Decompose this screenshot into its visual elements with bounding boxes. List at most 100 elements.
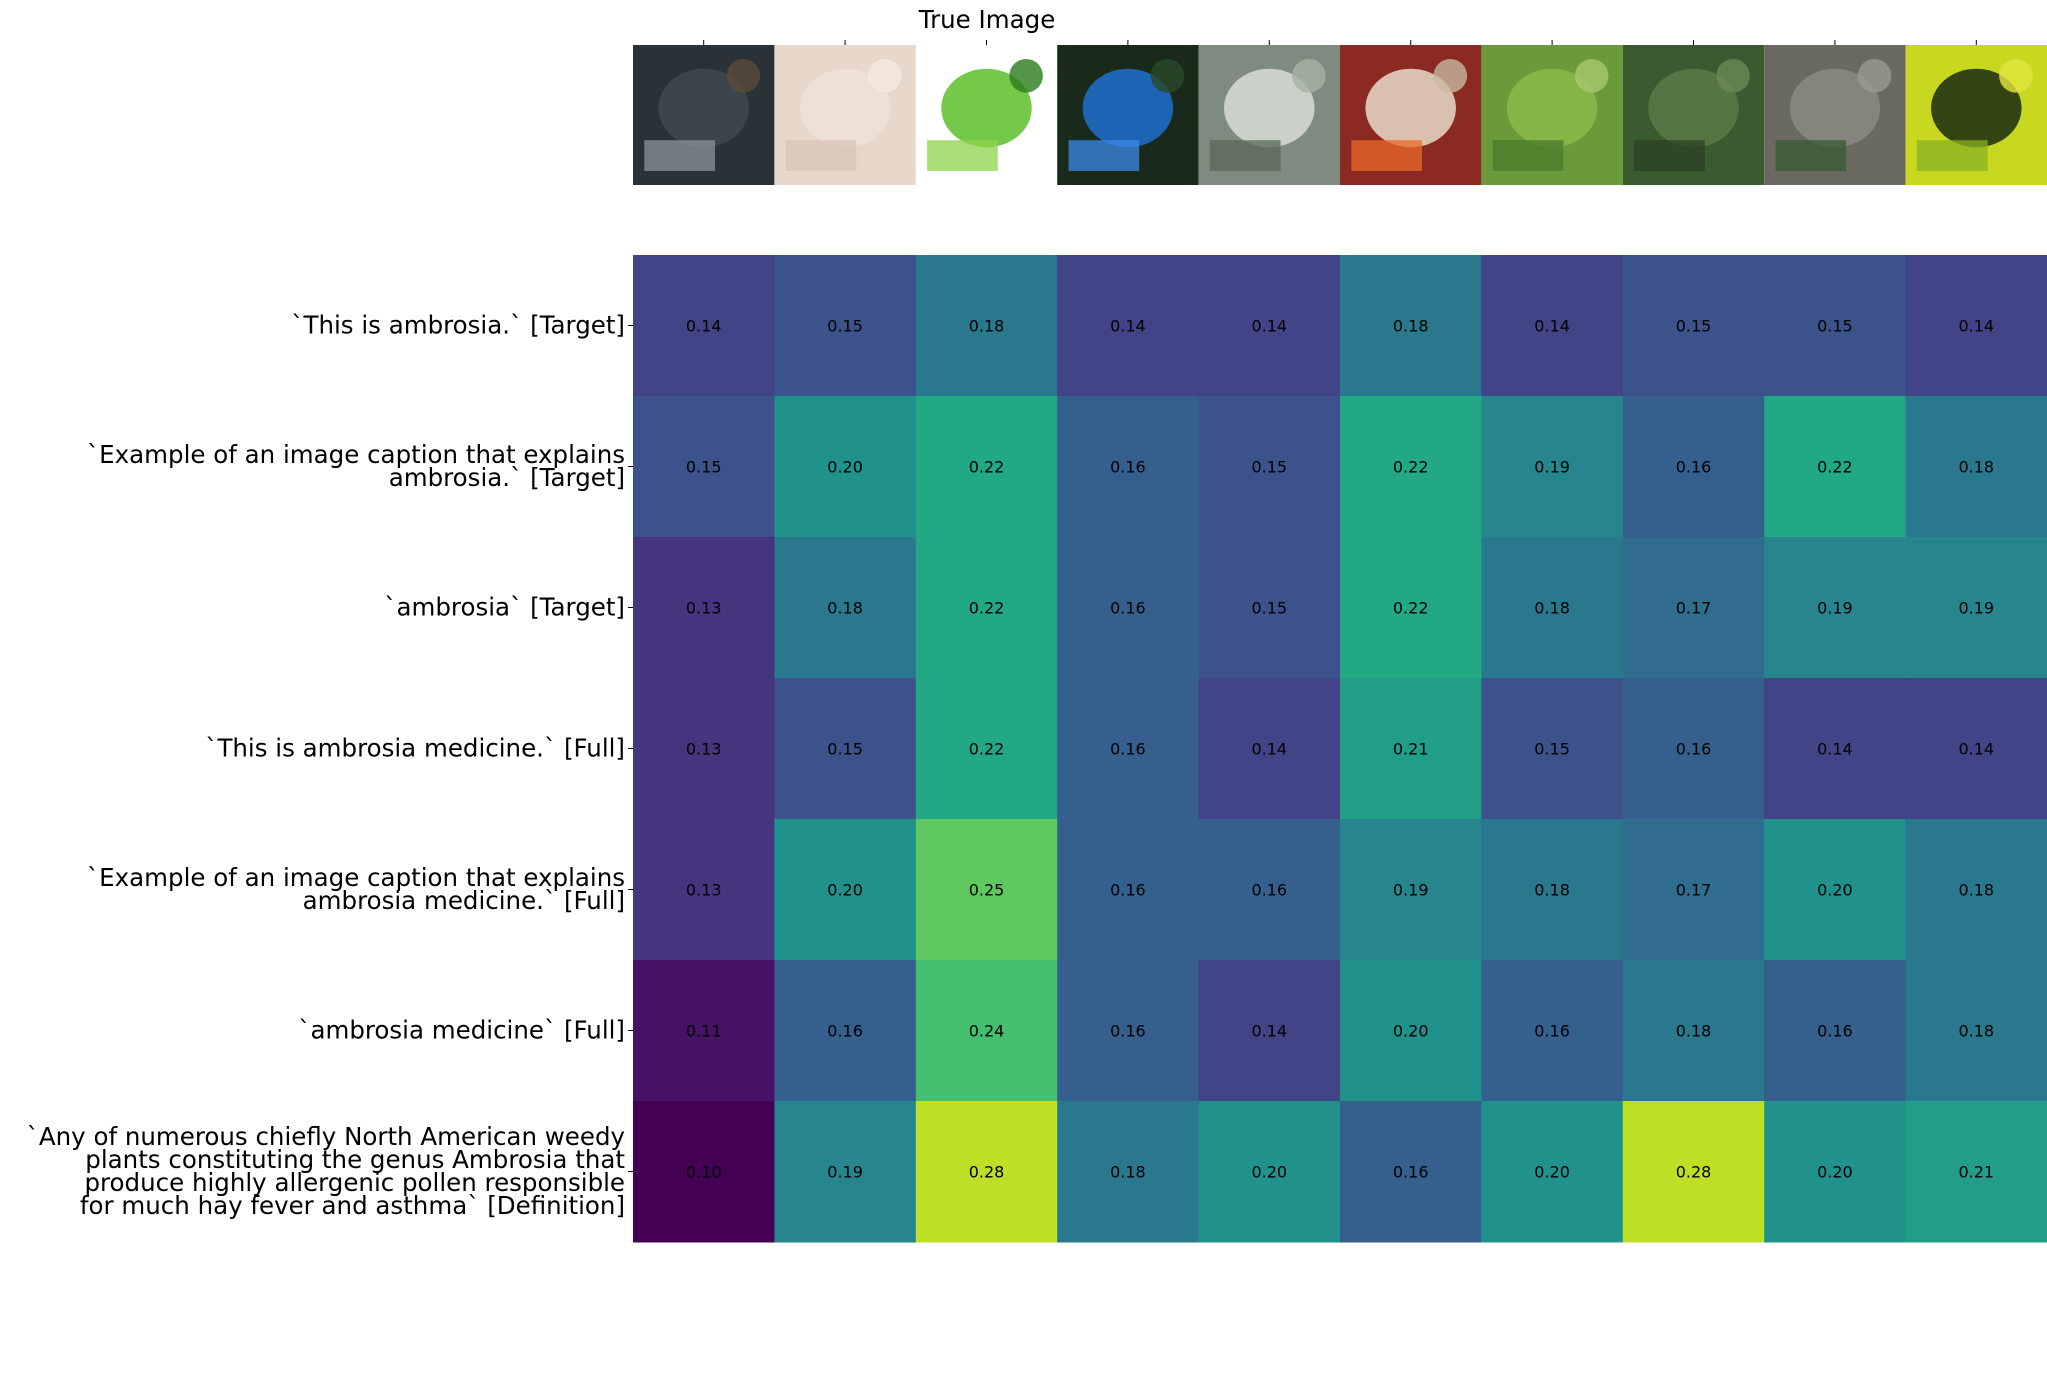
- cell-value-label: 0.14: [1251, 317, 1287, 336]
- cell-value-label: 0.19: [1958, 599, 1994, 618]
- cell-value-label: 0.18: [1958, 1022, 1994, 1041]
- heatmap-cell: [1481, 1101, 1624, 1243]
- cell-value-label: 0.14: [1251, 740, 1287, 759]
- heatmap-cells: 0.14 0.15 0.18 0.14 0.14 0.18 0.14 0.15 0.15 0.14…: [633, 255, 2047, 1243]
- cell-value-label: 0.22: [969, 458, 1005, 477]
- row-label: `Example of an image caption that explai…: [87, 863, 625, 915]
- cell-value-label: 0.14: [686, 317, 722, 336]
- cell-value-label: 0.20: [1393, 1022, 1429, 1041]
- heatmap-cell: [633, 678, 775, 820]
- yellow-green-pinnate-leaves-photo: [1905, 40, 2047, 185]
- cell-value-label: 0.16: [1817, 1022, 1853, 1041]
- heatmap-cell: [774, 1101, 917, 1243]
- heatmap-cell: [633, 396, 775, 538]
- cell-value-label: 0.21: [1393, 740, 1429, 759]
- sturgeon-fish-underwater-photo: [633, 40, 775, 185]
- heatmap-cell: [774, 255, 917, 397]
- heatmap-cell: [1764, 537, 1907, 679]
- cell-value-label: 0.15: [1676, 317, 1712, 336]
- cell-value-label: 0.24: [969, 1022, 1005, 1041]
- ragweed-allergy-relief-medicine-box: [915, 40, 1058, 185]
- heatmap-cell: [1905, 819, 2047, 961]
- cell-value-label: 0.22: [1393, 599, 1429, 618]
- heatmap-cell: [633, 537, 775, 679]
- cell-value-label: 0.11: [686, 1022, 722, 1041]
- cell-value-label: 0.28: [1676, 1163, 1712, 1182]
- heatmap-cell: [1198, 819, 1341, 961]
- heatmap-cell: [1764, 678, 1907, 820]
- heatmap-cell: [915, 960, 1058, 1102]
- heatmap-cell: [633, 960, 775, 1102]
- cell-value-label: 0.16: [1676, 740, 1712, 759]
- heatmap-cell: [1481, 960, 1624, 1102]
- heatmap-cell: [1340, 1101, 1482, 1243]
- row-label-axis: `This is ambrosia.` [Target] `Example of …: [27, 311, 633, 1220]
- cell-value-label: 0.14: [1958, 317, 1994, 336]
- cell-value-label: 0.15: [827, 317, 863, 336]
- cell-value-label: 0.20: [1817, 1163, 1853, 1182]
- heatmap-cell: [1764, 1101, 1907, 1243]
- heatmap-cell: [1198, 396, 1341, 538]
- heatmap-cell: [633, 819, 775, 961]
- cell-value-label: 0.10: [686, 1163, 722, 1182]
- heatmap-cell: [633, 255, 775, 397]
- cell-value-label: 0.16: [1110, 1022, 1146, 1041]
- cell-value-label: 0.16: [1393, 1163, 1429, 1182]
- heatmap-cell: [915, 396, 1058, 538]
- row-label: `This is ambrosia.` [Target]: [291, 311, 625, 340]
- heatmap-cell: [1764, 396, 1907, 538]
- row-label: `This is ambrosia medicine.` [Full]: [205, 734, 625, 763]
- heatmap-cell: [1340, 819, 1482, 961]
- heatmap-cell: [1340, 960, 1482, 1102]
- heatmap-cell: [1905, 960, 2047, 1102]
- heatmap-cell: [1764, 819, 1907, 961]
- heatmap-cell: [1198, 537, 1341, 679]
- cell-value-label: 0.20: [1817, 881, 1853, 900]
- cell-value-label: 0.15: [1817, 317, 1853, 336]
- heatmap-cell: [1905, 678, 2047, 820]
- cell-value-label: 0.19: [1534, 458, 1570, 477]
- heatmap-cell: [1057, 1101, 1200, 1243]
- cell-value-label: 0.14: [1251, 1022, 1287, 1041]
- heatmap-cell: [1481, 396, 1624, 538]
- cell-value-label: 0.16: [1251, 881, 1287, 900]
- cell-value-label: 0.15: [827, 740, 863, 759]
- heatmap-cell: [1340, 396, 1482, 538]
- chart-title: True Image: [918, 5, 1056, 34]
- cell-value-label: 0.14: [1110, 317, 1146, 336]
- cell-value-label: 0.15: [686, 458, 722, 477]
- heatmap-cell: [1622, 396, 1765, 538]
- cell-value-label: 0.20: [1251, 1163, 1287, 1182]
- heatmap-cell: [774, 960, 917, 1102]
- ragweed-plant-foliage-photo: [1622, 40, 1765, 185]
- heatmap-cell: [1057, 255, 1200, 397]
- heatmap-cell: [1622, 1101, 1765, 1243]
- white-flowers-gray-foliage-photo: [1198, 40, 1340, 185]
- row-label: `ambrosia medicine` [Full]: [298, 1016, 625, 1045]
- cell-value-label: 0.13: [686, 599, 722, 618]
- cell-value-label: 0.18: [1958, 881, 1994, 900]
- cell-value-label: 0.17: [1676, 881, 1712, 900]
- cell-value-label: 0.16: [1534, 1022, 1570, 1041]
- cell-value-label: 0.16: [1676, 458, 1712, 477]
- cell-value-label: 0.20: [827, 458, 863, 477]
- column-thumbnail-strip: [633, 40, 2047, 185]
- cell-value-label: 0.22: [969, 740, 1005, 759]
- heatmap-cell: [1198, 1101, 1341, 1243]
- cell-value-label: 0.14: [1958, 740, 1994, 759]
- heatmap-cell: [1764, 255, 1907, 397]
- cell-value-label: 0.22: [1817, 458, 1853, 477]
- cell-value-label: 0.28: [969, 1163, 1005, 1182]
- heatmap-cell: [1198, 255, 1341, 397]
- cell-value-label: 0.18: [1534, 599, 1570, 618]
- cell-value-label: 0.16: [1110, 599, 1146, 618]
- heatmap-cell: [1057, 537, 1200, 679]
- cell-value-label: 0.19: [1817, 599, 1853, 618]
- cell-value-label: 0.14: [1534, 317, 1570, 336]
- heatmap-cell: [1057, 396, 1200, 538]
- cell-value-label: 0.13: [686, 881, 722, 900]
- cell-value-label: 0.18: [969, 317, 1005, 336]
- heatmap-cell: [774, 678, 917, 820]
- cell-value-label: 0.20: [1534, 1163, 1570, 1182]
